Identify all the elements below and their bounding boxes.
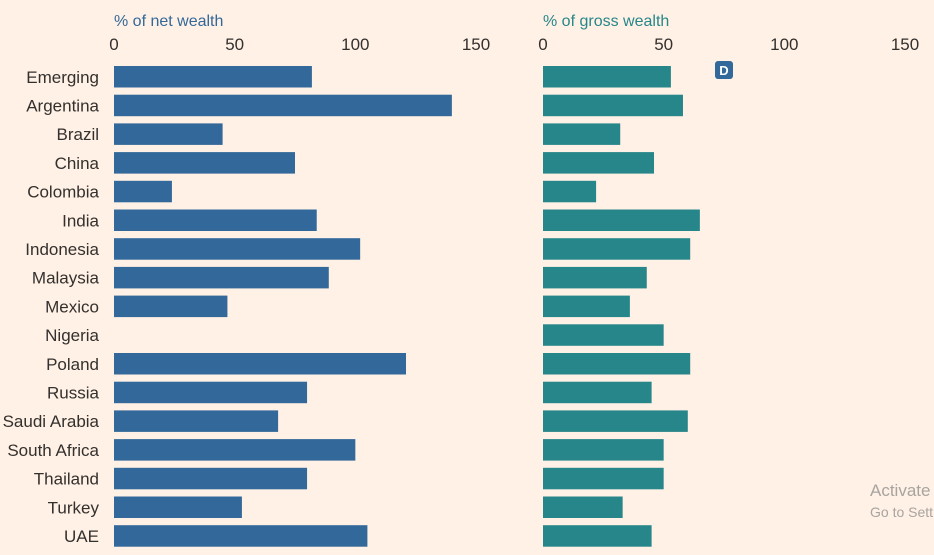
gross-wealth-bar — [543, 123, 621, 145]
net-wealth-bar — [114, 123, 223, 145]
gross-wealth-bar — [543, 66, 671, 88]
net-x-tick-label: 0 — [109, 35, 118, 54]
gross-wealth-bar — [543, 180, 597, 203]
gross-wealth-bar — [543, 266, 647, 289]
category-label: Argentina — [26, 96, 99, 115]
category-label: Indonesia — [25, 240, 99, 259]
gross-wealth-bar — [543, 410, 688, 432]
net-wealth-title: % of net wealth — [114, 13, 223, 30]
gross-x-tick-label: 100 — [770, 35, 798, 54]
net-x-tick-label: 100 — [341, 35, 369, 54]
gross-wealth-panel: % of gross wealth 0 50 100 150 — [538, 13, 919, 547]
net-wealth-bar — [114, 439, 356, 461]
net-wealth-bar — [114, 209, 317, 231]
gross-wealth-bar — [543, 439, 664, 461]
activate-overlay-title: Activate — [870, 481, 930, 500]
gross-wealth-bar — [543, 238, 691, 260]
category-label: India — [62, 211, 99, 230]
gross-x-tick-label: 0 — [538, 35, 547, 54]
category-label: UAE — [64, 527, 99, 546]
gross-wealth-bar — [543, 94, 683, 117]
category-label: Russia — [47, 383, 100, 402]
category-label: Malaysia — [32, 269, 100, 288]
net-wealth-bar — [114, 180, 172, 203]
gross-wealth-bar — [543, 353, 691, 375]
gross-wealth-bar — [543, 152, 655, 174]
gross-wealth-bar — [543, 381, 652, 404]
category-label: Thailand — [34, 470, 99, 489]
category-label: Brazil — [56, 125, 99, 144]
category-label: Poland — [46, 355, 99, 374]
gross-wealth-bar — [543, 467, 664, 490]
net-wealth-bar — [114, 467, 308, 490]
category-label: South Africa — [7, 441, 99, 460]
net-wealth-bar — [114, 94, 452, 117]
net-x-tick-label: 50 — [225, 35, 244, 54]
gross-x-tick-label: 50 — [654, 35, 673, 54]
net-wealth-bar — [114, 66, 312, 88]
net-wealth-bar — [114, 410, 279, 432]
gross-x-tick-label: 150 — [891, 35, 919, 54]
activate-overlay-subtitle: Go to Sett — [870, 504, 933, 520]
net-wealth-panel: % of net wealth 0 50 100 150 Emerging Argent… — [3, 13, 490, 547]
gross-wealth-bar — [543, 324, 664, 346]
category-label: Turkey — [48, 498, 100, 517]
net-wealth-bar — [114, 238, 361, 260]
net-wealth-bar — [114, 295, 228, 318]
net-wealth-bar — [114, 496, 242, 518]
gross-wealth-bar — [543, 496, 623, 518]
net-wealth-bar — [114, 266, 329, 289]
category-label: Mexico — [45, 297, 99, 316]
net-x-tick-label: 150 — [462, 35, 490, 54]
gross-wealth-bar — [543, 295, 630, 318]
category-label: Nigeria — [45, 326, 99, 345]
category-label: Saudi Arabia — [3, 412, 100, 431]
net-wealth-bar — [114, 525, 368, 547]
badge-letter: D — [719, 63, 728, 78]
d-badge-icon[interactable]: D — [715, 61, 733, 79]
category-label: Colombia — [27, 183, 99, 202]
net-wealth-bar — [114, 381, 308, 404]
category-label: Emerging — [26, 68, 99, 87]
category-label: China — [55, 154, 100, 173]
net-wealth-bar — [114, 353, 407, 375]
gross-wealth-bar — [543, 209, 700, 231]
net-wealth-bar — [114, 152, 295, 174]
gross-wealth-title: % of gross wealth — [543, 13, 669, 30]
gross-wealth-bar — [543, 525, 652, 547]
